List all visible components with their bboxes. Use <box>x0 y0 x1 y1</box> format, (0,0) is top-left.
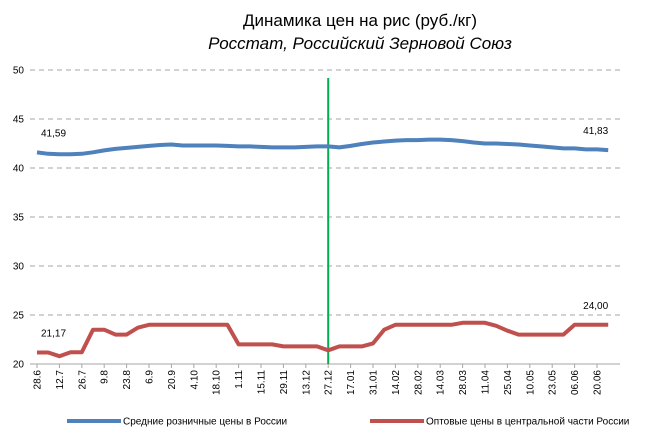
legend-label: Средние розничные цены в России <box>123 417 287 428</box>
x-tick-label: 25.04 <box>503 370 514 395</box>
x-tick-label: 06.06 <box>570 370 581 395</box>
y-tick-label: 30 <box>13 262 25 273</box>
x-tick-label: 29.11 <box>279 370 290 395</box>
x-tick-label: 27.12 <box>324 370 335 395</box>
legend-label: Оптовые цены в центральной части России <box>426 417 629 428</box>
data-label: 41,83 <box>583 126 608 137</box>
x-tick-label: 20.06 <box>593 370 604 395</box>
data-label: 24,00 <box>583 301 608 312</box>
data-label: 21,17 <box>41 329 66 340</box>
x-tick-label: 14.03 <box>436 370 447 395</box>
x-tick-label: 17.01 <box>346 370 357 395</box>
x-tick-label: 31.01 <box>369 370 380 395</box>
series-line <box>37 320 609 359</box>
y-tick-label: 40 <box>13 164 25 175</box>
x-tick-label: 15.11 <box>257 370 268 395</box>
x-tick-label: 28.6 <box>33 370 44 390</box>
x-tick-label: 4.10 <box>189 370 200 390</box>
x-tick-label: 13.12 <box>301 370 312 395</box>
x-tick-label: 23.8 <box>122 370 133 390</box>
y-tick-label: 25 <box>13 311 25 322</box>
x-tick-label: 28.03 <box>458 370 469 395</box>
x-tick-label: 26.7 <box>77 370 88 390</box>
x-tick-label: 9.8 <box>100 370 111 384</box>
chart-subtitle: Росстат, Российский Зерновой Союз <box>208 34 512 53</box>
x-tick-label: 6.9 <box>145 370 156 384</box>
y-tick-label: 20 <box>13 360 25 371</box>
x-tick-label: 11.04 <box>481 370 492 395</box>
data-label: 41,59 <box>41 128 66 139</box>
x-tick-label: 20.9 <box>167 370 178 390</box>
x-tick-label: 1.11 <box>234 370 245 389</box>
x-tick-label: 23.05 <box>548 370 559 395</box>
series-line <box>36 137 609 157</box>
x-tick-label: 12.7 <box>55 370 66 390</box>
y-tick-label: 45 <box>13 115 25 126</box>
y-tick-label: 50 <box>13 66 25 77</box>
x-tick-label: 18.10 <box>212 370 223 395</box>
x-tick-label: 10.05 <box>525 370 536 395</box>
y-tick-label: 35 <box>13 213 25 224</box>
chart-title: Динамика цен на рис (руб./кг) <box>243 11 477 30</box>
x-tick-label: 14.02 <box>391 370 402 395</box>
x-tick-label: 28.02 <box>413 370 424 395</box>
